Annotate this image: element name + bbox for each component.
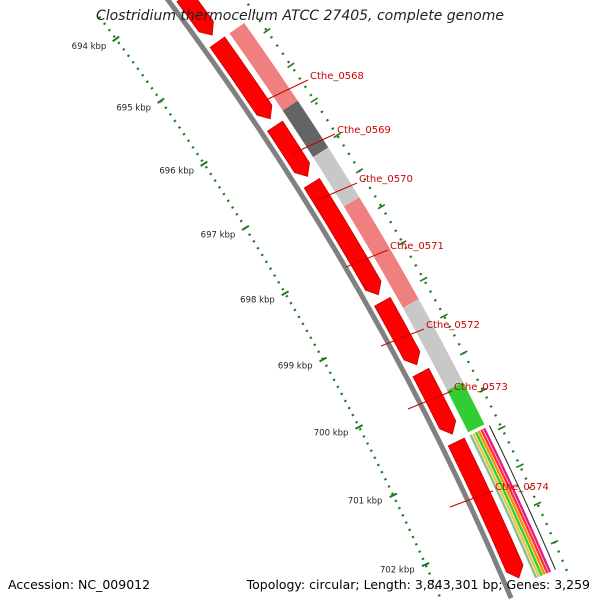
- cds-arrow-7: [412, 367, 457, 435]
- gene-band-2: [282, 100, 329, 158]
- gene-label-cthe-0568: Cthe_0568: [310, 71, 364, 82]
- gene-label-leader: [265, 79, 309, 101]
- gene-stripe-5: [480, 429, 549, 574]
- gene-stripe-6: [483, 427, 552, 573]
- axis-tick-mark: [355, 424, 364, 430]
- axis-tick-mark: [421, 562, 430, 568]
- cds-arrow-3: [209, 36, 273, 120]
- cds-arrow-5: [303, 177, 382, 296]
- gene-label-leader: [345, 249, 389, 268]
- axis-tick-label: 694 kbp: [72, 42, 107, 52]
- axis-tick-mark: [112, 35, 120, 43]
- gene-band-3: [313, 147, 360, 207]
- gene-band-1: [229, 23, 298, 111]
- backbone-ring: [164, 0, 514, 600]
- gene-stripe-outline: [488, 425, 556, 570]
- axis-tick-label: 702 kbp: [380, 565, 415, 575]
- gene-label-leader: [449, 490, 494, 508]
- axis-tick-label: 697 kbp: [201, 230, 236, 240]
- cds-arrow-6: [374, 296, 421, 366]
- gene-label-leader: [291, 133, 336, 155]
- gene-label-leader: [380, 328, 425, 347]
- outer-tick-mark: [355, 168, 364, 174]
- gene-label-cthe-0570: Cthe_0570: [359, 174, 413, 185]
- axis-tick-label: 699 kbp: [278, 361, 313, 371]
- outer-tick-mark: [459, 350, 468, 356]
- tick-layer: 694 kbp 695 kbp 696 kbp 697 kbp 698 kbp 699 k…: [72, 27, 559, 575]
- axis-tick-mark: [281, 290, 290, 297]
- outer-tick-mark: [333, 132, 341, 139]
- outer-tick-mark: [398, 240, 407, 246]
- gene-stripe-3: [474, 431, 543, 577]
- gene-label-cthe-0571: Cthe_0571: [390, 241, 444, 252]
- outer-tick-mark: [497, 425, 506, 431]
- outer-tick-mark: [550, 539, 559, 545]
- outer-tick-mark: [533, 501, 542, 507]
- cds-arrow-8: [447, 437, 524, 579]
- axis-tick-mark: [319, 356, 328, 363]
- cds-arrow-4: [267, 120, 310, 177]
- label-layer: Cthe_0568 Cthe_0569 Cthe_0570 Cthe_0571 Cthe…: [265, 71, 549, 508]
- gene-band-6: [447, 382, 485, 433]
- axis-tick-label: 700 kbp: [314, 429, 349, 439]
- inner-tick-ring: [98, 15, 443, 600]
- genome-stats-text: Topology: circular; Length: 3,843,301 bp…: [246, 577, 590, 592]
- gene-stripe-1: [469, 434, 538, 579]
- outer-tick-mark: [263, 27, 271, 34]
- ring-layer: [98, 0, 570, 600]
- axis-tick-label: 695 kbp: [116, 104, 151, 114]
- axis-tick-mark: [389, 492, 398, 498]
- outer-tick-mark: [310, 97, 319, 104]
- outer-tick-ring: [243, 0, 570, 575]
- outer-tick-mark: [419, 276, 428, 282]
- gene-label-cthe-0574: Cthe_0574: [495, 482, 549, 493]
- gene-stripe-4: [477, 430, 546, 575]
- axis-tick-mark: [156, 97, 165, 104]
- axis-tick-mark: [200, 160, 208, 167]
- outer-tick-mark: [515, 463, 524, 469]
- gene-label-leader: [407, 390, 453, 410]
- gene-label-cthe-0572: Cthe_0572: [426, 320, 480, 331]
- outer-tick-mark: [440, 313, 448, 319]
- outer-tick-mark: [287, 62, 295, 69]
- accession-text: Accession: NC_009012: [8, 577, 151, 592]
- axis-tick-label: 696 kbp: [159, 166, 194, 176]
- gene-label-leader: [314, 182, 358, 202]
- axis-tick-label: 698 kbp: [240, 295, 275, 305]
- genome-title: Clostridium thermocellum ATCC 27405, com…: [96, 8, 504, 24]
- gene-label-cthe-0573: Cthe_0573: [454, 382, 508, 393]
- gene-stripe-2: [472, 433, 541, 578]
- axis-tick-label: 701 kbp: [348, 497, 383, 507]
- cds-arrow-2: [176, 0, 214, 36]
- axis-tick-mark: [241, 224, 250, 231]
- gene-label-cthe-0569: Cthe_0569: [337, 125, 391, 136]
- gene-band-5: [402, 299, 464, 391]
- outer-tick-mark: [377, 203, 386, 210]
- outer-tick-mark: [479, 387, 487, 393]
